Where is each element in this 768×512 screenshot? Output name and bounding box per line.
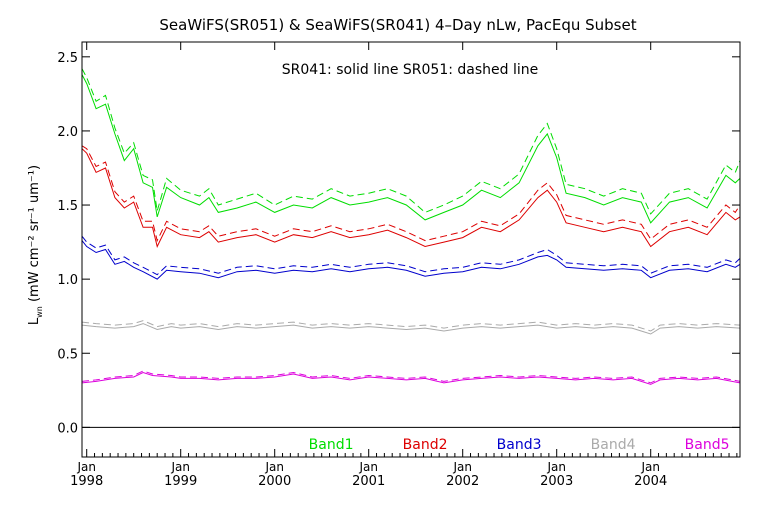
y-tick-label: 2.0: [57, 125, 78, 140]
legend-band1: Band1: [309, 437, 354, 453]
svg-text:Lwn (mW cm⁻² sr⁻¹ um⁻¹): Lwn (mW cm⁻² sr⁻¹ um⁻¹): [27, 165, 44, 325]
series-band5-sr041-solid: [81, 371, 741, 385]
legend-band5: Band5: [685, 437, 730, 453]
legend: Band1 Band2 Band3 Band4 Band5: [309, 437, 730, 453]
y-tick-label: 1.5: [57, 199, 78, 214]
series-band5-sr051-dashed: [81, 370, 741, 384]
legend-band4: Band4: [591, 437, 636, 453]
y-axis-label-units: (mW cm⁻² sr⁻¹ um⁻¹): [27, 165, 42, 302]
x-tick-month-label: Jan: [264, 460, 284, 474]
x-tick-month-label: Jan: [76, 460, 96, 474]
x-tick-month-label: Jan: [170, 460, 190, 474]
x-tick-month-label: Jan: [452, 460, 472, 474]
series-band3-sr051-dashed: [81, 235, 741, 276]
y-tick-label: 1.0: [57, 273, 78, 288]
y-axis-label-main: L: [27, 317, 42, 325]
chart-title: SeaWiFS(SR051) & SeaWiFS(SR041) 4–Day nL…: [159, 16, 636, 34]
x-tick-year-label: 1998: [70, 474, 103, 489]
series-band1-sr041-solid: [81, 74, 741, 224]
y-tick-label: 0.0: [57, 421, 78, 436]
y-axis-label-sub: wn: [35, 306, 44, 318]
series-band4-sr041-solid: [81, 323, 741, 335]
plot-lines: [81, 68, 741, 385]
y-tick-label: 0.5: [57, 347, 78, 362]
x-tick-year-label: 2001: [352, 474, 385, 489]
x-tick-year-label: 1999: [164, 474, 197, 489]
series-band1-sr051-dashed: [81, 68, 741, 215]
legend-band3: Band3: [497, 437, 542, 453]
plot-frame: [81, 41, 741, 458]
x-tick-month-label: Jan: [546, 460, 566, 474]
x-tick-year-label: 2000: [258, 474, 291, 489]
chart-subtitle: SR041: solid line SR051: dashed line: [282, 62, 539, 78]
y-tick-label: 2.5: [57, 51, 78, 66]
x-tick-month-label: Jan: [358, 460, 378, 474]
legend-band2: Band2: [403, 437, 448, 453]
y-axis-label: Lwn (mW cm⁻² sr⁻¹ um⁻¹): [27, 165, 44, 325]
x-tick-year-label: 2004: [634, 474, 667, 489]
series-band2-sr041-solid: [81, 148, 741, 248]
series-band3-sr041-solid: [81, 240, 741, 280]
x-tick-year-label: 2002: [446, 474, 479, 489]
axes: 0.00.51.01.52.02.5Jan1998Jan1999Jan2000J…: [57, 41, 741, 489]
x-tick-year-label: 2003: [540, 474, 573, 489]
series-band2-sr051-dashed: [81, 145, 741, 243]
x-tick-month-label: Jan: [640, 460, 660, 474]
series-band4-sr051-dashed: [81, 320, 741, 332]
